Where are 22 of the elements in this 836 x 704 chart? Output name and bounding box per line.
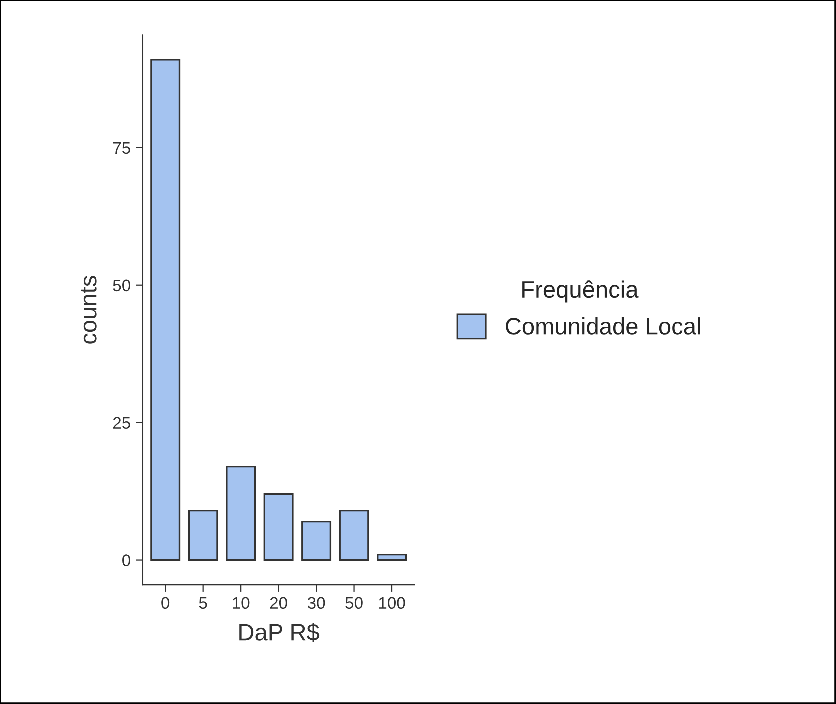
bar bbox=[264, 493, 294, 562]
bar bbox=[150, 59, 181, 562]
x-tick-label: 0 bbox=[162, 597, 170, 610]
x-axis-title: DaP R$ bbox=[240, 623, 320, 642]
bar bbox=[188, 510, 218, 562]
y-tick-label: 25 bbox=[113, 417, 130, 430]
y-axis-title: counts bbox=[81, 276, 97, 344]
legend-title: Frequência bbox=[522, 280, 639, 303]
y-tick-label: 0 bbox=[122, 554, 130, 566]
bar bbox=[226, 466, 256, 562]
x-tick-label: 5 bbox=[199, 597, 208, 610]
bar bbox=[302, 520, 332, 562]
x-tick-label: 100 bbox=[379, 597, 406, 610]
x-tick-label: 10 bbox=[233, 597, 250, 610]
y-tick-label: 75 bbox=[113, 142, 130, 154]
y-tick-label: 50 bbox=[113, 280, 130, 292]
bar bbox=[339, 510, 370, 562]
x-tick-label: 20 bbox=[270, 597, 288, 610]
legend-label: Comunidade Local bbox=[506, 318, 700, 335]
x-tick-label: 50 bbox=[346, 597, 363, 610]
x-tick-label: 30 bbox=[308, 597, 326, 610]
bar bbox=[377, 554, 407, 562]
